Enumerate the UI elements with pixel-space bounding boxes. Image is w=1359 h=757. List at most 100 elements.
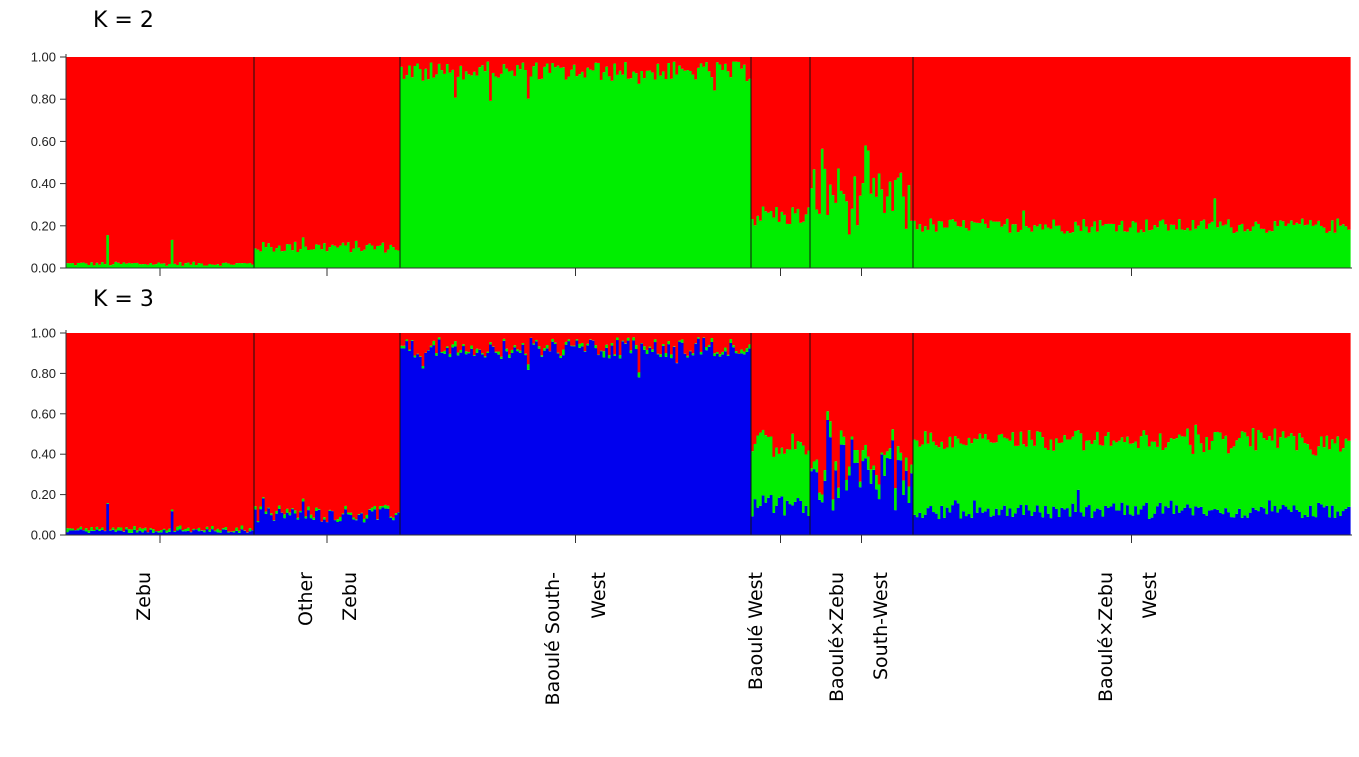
bar-segment xyxy=(481,354,485,535)
bar-segment xyxy=(948,333,952,437)
bar-segment xyxy=(1022,57,1026,211)
bar-segment xyxy=(742,64,747,269)
bar-segment xyxy=(613,333,617,355)
bar-segment xyxy=(1177,57,1182,220)
bar-segment xyxy=(224,527,228,530)
bar-segment xyxy=(788,504,792,535)
bar-segment xyxy=(621,341,625,535)
bar-segment xyxy=(84,528,89,532)
bar-segment xyxy=(1016,445,1021,508)
bar-segment xyxy=(1003,437,1007,506)
bar-segment xyxy=(90,530,94,535)
bar-segment xyxy=(896,177,901,268)
bar-segment xyxy=(267,508,271,535)
bar-segment xyxy=(378,333,383,507)
bar-segment xyxy=(1175,57,1179,230)
bar-segment xyxy=(1019,57,1023,230)
bar-segment xyxy=(445,64,450,268)
bar-segment xyxy=(1008,57,1012,233)
bar-segment xyxy=(737,353,741,354)
bar-segment xyxy=(486,351,490,353)
bar-segment xyxy=(1210,440,1215,511)
bar-segment xyxy=(726,333,730,355)
bar-segment xyxy=(1126,333,1130,437)
bar-segment xyxy=(1112,333,1116,441)
bar-segment xyxy=(454,57,458,98)
bar-segment xyxy=(202,333,207,531)
bar-segment xyxy=(394,515,398,535)
bar-segment xyxy=(791,207,795,268)
bar-segment xyxy=(1213,57,1217,199)
bar-segment xyxy=(168,531,172,535)
bar-segment xyxy=(330,244,335,268)
bar-segment xyxy=(1008,232,1012,268)
bar-segment xyxy=(518,69,523,268)
bar-segment xyxy=(661,333,666,345)
bar-segment xyxy=(1251,57,1255,227)
bar-segment xyxy=(1311,454,1316,517)
bar-segment xyxy=(767,212,771,268)
bar-segment xyxy=(111,529,115,535)
bar-segment xyxy=(772,57,776,218)
bar-segment xyxy=(702,66,706,268)
bar-segment xyxy=(1115,333,1119,443)
bar-segment xyxy=(759,333,763,433)
bar-segment xyxy=(856,333,860,451)
bar-segment xyxy=(1292,333,1296,437)
bar-segment xyxy=(823,168,827,268)
bar-segment xyxy=(864,145,868,268)
bar-segment xyxy=(317,244,321,268)
bar-segment xyxy=(804,214,808,268)
bar-segment xyxy=(953,436,958,501)
bar-segment xyxy=(429,57,433,63)
bar-segment xyxy=(997,221,1001,268)
bar-segment xyxy=(454,333,458,342)
bar-segment xyxy=(524,57,528,71)
bar-segment xyxy=(267,57,271,244)
bar-segment xyxy=(74,530,78,535)
bar-segment xyxy=(429,333,433,346)
bar-segment xyxy=(607,358,612,535)
bar-segment xyxy=(410,340,415,341)
bar-segment xyxy=(548,333,552,352)
bar-segment xyxy=(135,57,140,263)
bar-segment xyxy=(578,347,582,535)
bar-segment xyxy=(672,346,676,535)
bar-segment xyxy=(742,57,747,65)
bar-segment xyxy=(106,503,110,535)
bar-segment xyxy=(540,356,544,535)
bar-segment xyxy=(211,264,215,268)
bar-segment xyxy=(575,340,579,535)
bar-segment xyxy=(336,522,340,535)
bar-segment xyxy=(932,224,936,268)
bar-segment xyxy=(986,228,991,268)
bar-segment xyxy=(344,505,348,510)
bar-segment xyxy=(981,57,985,219)
bar-segment xyxy=(845,201,849,268)
bar-segment xyxy=(248,531,252,535)
bar-segment xyxy=(510,333,514,350)
bar-segment xyxy=(1235,513,1239,535)
bar-segment xyxy=(1341,57,1346,225)
bar-segment xyxy=(1005,218,1010,268)
bar-segment xyxy=(114,333,118,530)
bar-segment xyxy=(902,494,906,535)
bar-segment xyxy=(564,344,568,535)
bar-segment xyxy=(1145,219,1149,268)
bar-segment xyxy=(1227,219,1231,268)
bar-segment xyxy=(133,529,137,535)
bar-segment xyxy=(683,70,687,268)
bar-segment xyxy=(119,57,123,265)
bar-segment xyxy=(505,57,509,69)
bar-segment xyxy=(804,454,808,506)
bar-segment xyxy=(370,333,375,508)
bar-segment xyxy=(256,57,260,250)
bar-segment xyxy=(607,333,612,356)
bar-segment xyxy=(160,532,164,535)
bar-segment xyxy=(103,57,107,265)
bar-segment xyxy=(545,57,550,64)
bar-segment xyxy=(92,530,97,535)
bar-segment xyxy=(141,57,145,265)
bar-segment xyxy=(645,70,649,269)
bar-segment xyxy=(68,528,72,531)
